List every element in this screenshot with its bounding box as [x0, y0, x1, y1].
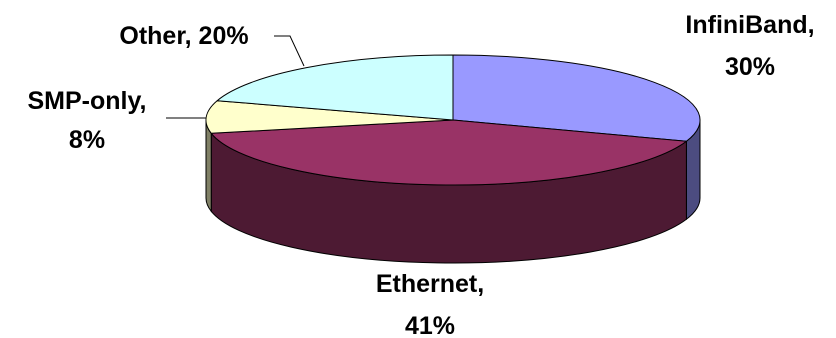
leader-lines — [166, 35, 305, 119]
pie-side-smp-only — [205, 119, 212, 213]
label-infiniband-pct: 30% — [725, 53, 775, 81]
pie-slice-infiniband — [452, 54, 701, 142]
label-smp-name: SMP-only, — [28, 87, 147, 115]
leader-line-other — [274, 35, 305, 67]
pie-sides — [205, 119, 701, 264]
label-ethernet-name: Ethernet, — [376, 270, 484, 298]
label-infiniband-name: InfiniBand, — [685, 11, 814, 39]
pie-slice-ethernet — [210, 119, 687, 186]
label-other: Other, 20% — [119, 22, 248, 50]
label-smp-pct: 8% — [69, 126, 105, 154]
pie-slice-other — [216, 54, 454, 121]
label-ethernet-pct: 41% — [405, 312, 455, 338]
pie-slice-smp-only — [205, 100, 454, 134]
pie-tops — [205, 54, 701, 186]
